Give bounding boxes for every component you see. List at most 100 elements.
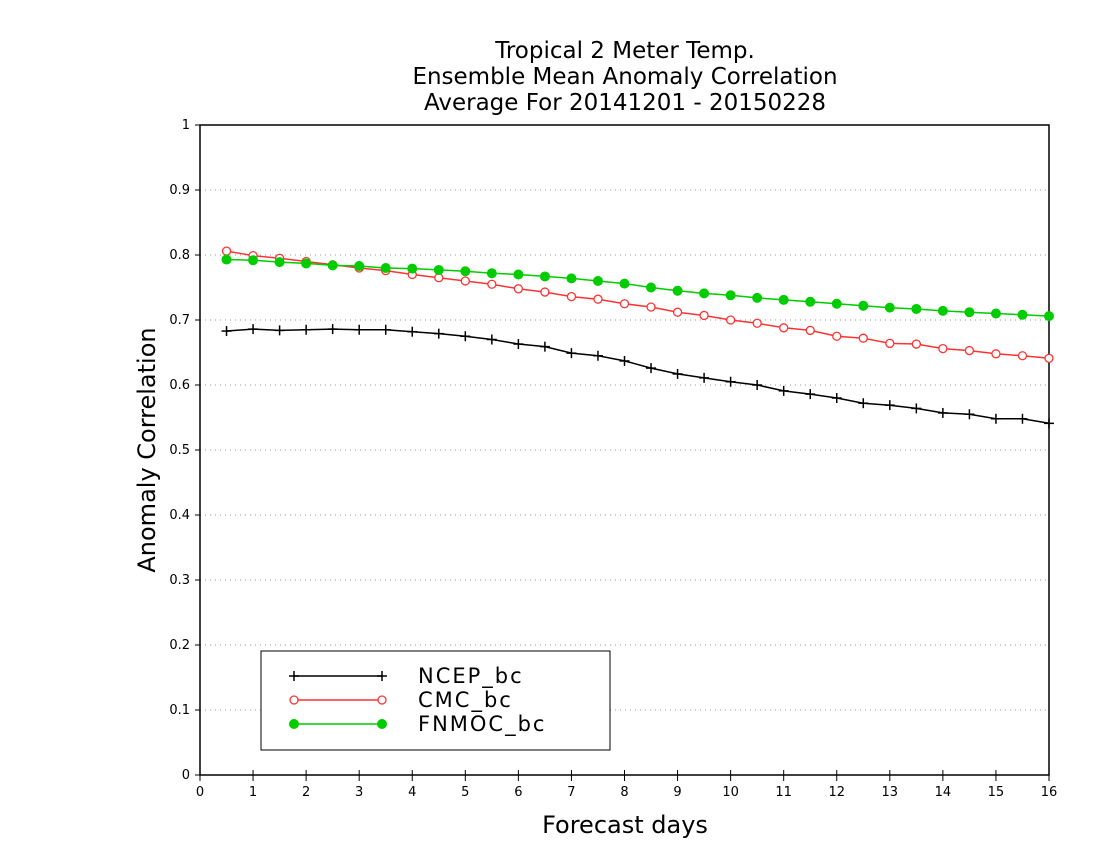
data-point-FNMOC_bc (513, 269, 524, 280)
data-point-NCEP_bc (646, 363, 657, 374)
data-point-FNMOC_bc (274, 257, 285, 268)
data-point-FNMOC_bc (592, 276, 603, 286)
data-point-CMC_bc (1044, 353, 1054, 364)
data-point-NCEP_bc (433, 328, 444, 339)
data-point-CMC_bc (938, 343, 948, 354)
data-point-FNMOC_bc (805, 296, 816, 307)
data-point-FNMOC_bc (460, 266, 471, 277)
x-tick-label: 8 (620, 785, 628, 800)
data-point-FNMOC_bc (752, 292, 763, 303)
data-point-CMC_bc (964, 345, 975, 356)
x-tick-label: 4 (408, 785, 416, 800)
data-point-NCEP_bc (248, 324, 259, 335)
legend-marker (377, 695, 387, 705)
data-point-NCEP_bc (380, 324, 391, 335)
legend-item-CMC_bc: CMC_bc (289, 688, 513, 713)
data-point-CMC_bc (672, 307, 683, 317)
data-point-NCEP_bc (619, 355, 630, 366)
data-point-CMC_bc (725, 315, 736, 325)
data-point-CMC_bc (911, 339, 921, 349)
legend-marker (377, 719, 387, 729)
data-point-FNMOC_bc (990, 308, 1001, 319)
legend-marker (289, 671, 299, 681)
x-tick-label: 3 (355, 785, 363, 800)
data-point-FNMOC_bc (566, 273, 577, 284)
y-tick-label: 0.7 (169, 313, 190, 328)
data-point-CMC_bc (991, 349, 1001, 359)
chart-title-line-3: Average For 20141201 - 20150228 (424, 90, 826, 116)
data-point-CMC_bc (858, 333, 868, 343)
legend-label: CMC_bc (418, 688, 513, 713)
data-point-CMC_bc (221, 246, 232, 256)
data-point-FNMOC_bc (964, 307, 975, 318)
data-point-FNMOC_bc (937, 305, 948, 316)
data-point-NCEP_bc (831, 393, 842, 403)
data-point-CMC_bc (779, 323, 789, 333)
data-point-CMC_bc (1017, 351, 1028, 361)
x-tick-label: 15 (988, 785, 1005, 800)
data-point-CMC_bc (487, 279, 497, 289)
y-tick-label: 0.2 (169, 638, 190, 653)
chart-title: Tropical 2 Meter Temp. Ensemble Mean Ano… (412, 38, 837, 116)
x-tick-label: 16 (1041, 785, 1058, 800)
x-tick-label: 0 (196, 785, 204, 800)
data-point-FNMOC_bc (301, 258, 312, 269)
x-tick-label: 10 (722, 785, 739, 800)
y-tick-label: 0.6 (169, 378, 190, 393)
data-point-CMC_bc (513, 284, 524, 294)
data-point-NCEP_bc (1044, 418, 1054, 429)
series-line-FNMOC_bc (226, 258, 1050, 317)
x-tick-label: 1 (249, 785, 257, 800)
data-point-NCEP_bc (964, 409, 975, 420)
y-tick-label: 0 (182, 768, 190, 783)
data-point-FNMOC_bc (672, 285, 683, 296)
x-tick-label: 9 (673, 785, 681, 800)
series-layer (221, 246, 1054, 429)
chart-title-line-1: Tropical 2 Meter Temp. (494, 38, 755, 64)
data-point-FNMOC_bc (699, 288, 710, 299)
legend-item-FNMOC_bc: FNMOC_bc (289, 712, 544, 737)
data-point-CMC_bc (805, 325, 815, 336)
data-point-NCEP_bc (513, 339, 524, 350)
grid (200, 189, 1049, 711)
y-axis-label: Anomaly Correlation (133, 327, 161, 572)
data-point-NCEP_bc (354, 324, 365, 335)
data-point-NCEP_bc (937, 407, 948, 418)
data-point-NCEP_bc (725, 376, 736, 387)
data-point-CMC_bc (460, 276, 470, 286)
data-point-CMC_bc (699, 310, 709, 321)
x-tick-label: 12 (828, 785, 845, 800)
chart-title-line-2: Ensemble Mean Anomaly Correlation (412, 64, 837, 90)
data-point-NCEP_bc (805, 389, 816, 400)
series-NCEP_bc (221, 324, 1054, 429)
data-point-FNMOC_bc (539, 271, 550, 282)
y-tick-label: 1 (182, 118, 190, 133)
x-axis-label: Forecast days (542, 811, 708, 839)
y-tick-label: 0.9 (169, 183, 190, 198)
x-tick-label: 7 (567, 785, 575, 800)
data-point-CMC_bc (619, 299, 630, 309)
series-line-CMC_bc (226, 250, 1050, 360)
data-point-NCEP_bc (327, 324, 338, 335)
x-tick-label: 5 (461, 785, 469, 800)
data-point-CMC_bc (566, 291, 577, 302)
y-tick-label: 0.4 (169, 508, 190, 523)
data-point-NCEP_bc (752, 380, 763, 390)
data-point-NCEP_bc (301, 324, 312, 335)
data-point-NCEP_bc (699, 372, 710, 383)
data-point-FNMOC_bc (778, 294, 789, 305)
data-point-FNMOC_bc (619, 278, 630, 289)
series-line-NCEP_bc (226, 328, 1050, 425)
data-point-NCEP_bc (592, 350, 603, 361)
y-tick-label: 0.5 (169, 443, 190, 458)
data-point-NCEP_bc (884, 400, 895, 411)
data-point-NCEP_bc (460, 331, 471, 342)
data-point-NCEP_bc (858, 398, 869, 409)
data-point-FNMOC_bc (858, 300, 869, 311)
data-point-FNMOC_bc (884, 302, 895, 313)
data-point-NCEP_bc (221, 326, 232, 337)
data-point-CMC_bc (593, 294, 603, 304)
data-point-NCEP_bc (407, 326, 418, 337)
x-tick-label: 11 (775, 785, 792, 800)
